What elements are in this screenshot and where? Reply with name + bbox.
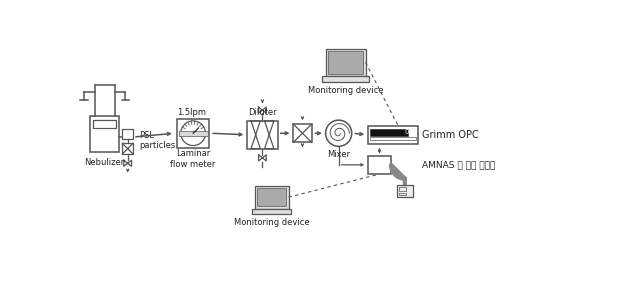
Text: Grimm OPC: Grimm OPC (422, 130, 479, 140)
Bar (397, 185, 412, 197)
Text: Nebulizer: Nebulizer (84, 158, 125, 167)
Bar (325, 49, 366, 76)
Bar (322, 76, 369, 82)
Text: Monitoring device: Monitoring device (308, 86, 383, 95)
Text: Diluter: Diluter (248, 108, 277, 117)
Bar (368, 125, 418, 144)
Bar (293, 124, 312, 142)
Text: 1.5lpm: 1.5lpm (177, 108, 206, 117)
Bar (247, 121, 278, 149)
Bar (93, 120, 116, 128)
Bar (368, 155, 391, 174)
Bar (90, 116, 119, 153)
Text: 0#: 0# (404, 129, 415, 135)
Bar (122, 143, 133, 154)
Bar (255, 186, 289, 209)
Text: Monitoring device: Monitoring device (234, 218, 309, 227)
Bar (370, 129, 408, 136)
Text: PSL
particles: PSL particles (139, 131, 176, 150)
Text: Mixer: Mixer (327, 150, 350, 159)
Bar (399, 192, 406, 195)
Bar (122, 129, 133, 139)
Text: Laminar
flow meter: Laminar flow meter (170, 149, 216, 169)
Bar (328, 51, 363, 74)
Bar (257, 188, 286, 206)
Bar (177, 118, 209, 148)
Text: AMNAS 수 농도 측정기: AMNAS 수 농도 측정기 (422, 160, 495, 169)
Bar (370, 137, 415, 140)
Bar (178, 131, 208, 136)
Bar (399, 187, 406, 191)
Bar (252, 209, 291, 214)
